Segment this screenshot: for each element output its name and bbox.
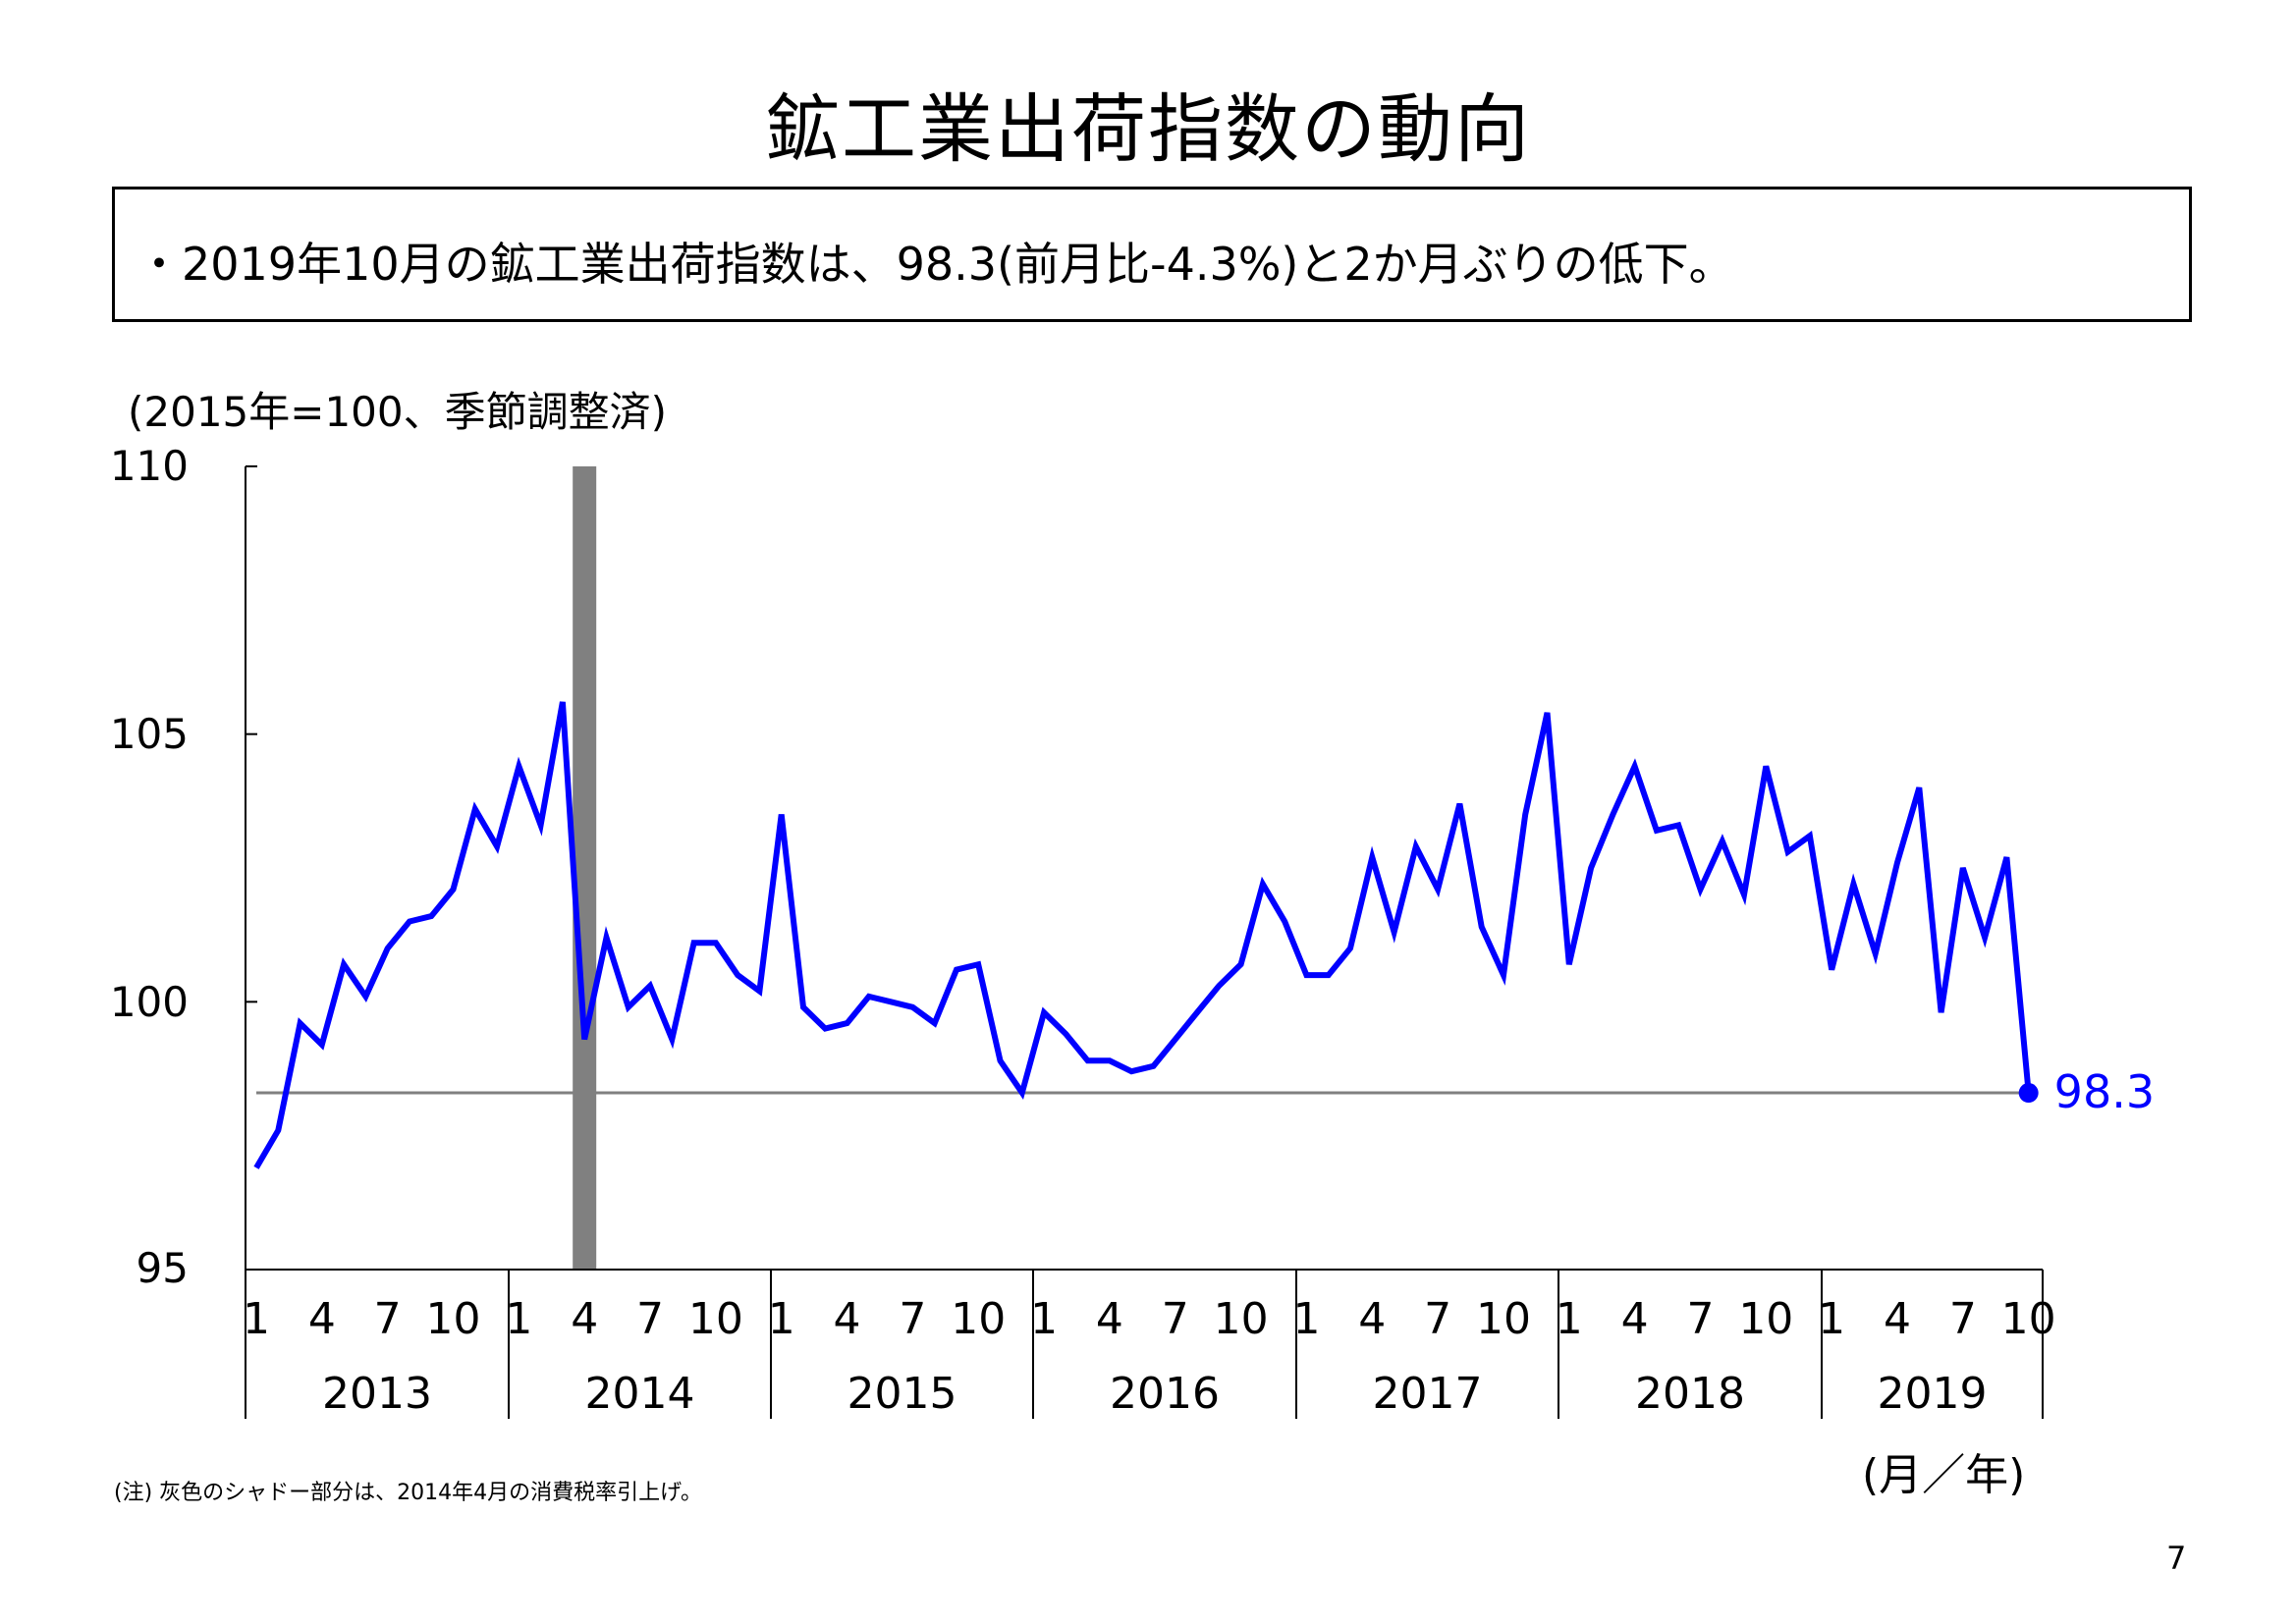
month-tick-label: 1 <box>243 1294 270 1344</box>
month-tick-label: 7 <box>1161 1294 1189 1344</box>
month-tick-label: 10 <box>687 1294 743 1344</box>
year-label: 2017 <box>1372 1369 1483 1419</box>
month-tick-label: 4 <box>307 1294 336 1344</box>
unit-label: (2015年=100、季節調整済) <box>128 388 668 436</box>
year-label: 2019 <box>1877 1369 1988 1419</box>
month-tick-label: 10 <box>1475 1294 1531 1344</box>
month-tick-label: 10 <box>951 1294 1007 1344</box>
summary-text: ・2019年10月の鉱工業出荷指数は、98.3(前月比-4.3%)と2か月ぶりの… <box>137 238 1734 291</box>
month-tick-label: 7 <box>373 1294 402 1344</box>
y-tick-label: 100 <box>109 978 189 1026</box>
month-tick-label: 1 <box>1818 1294 1846 1344</box>
year-label: 2013 <box>322 1369 432 1419</box>
month-tick-label: 10 <box>1213 1294 1269 1344</box>
month-tick-label: 7 <box>636 1294 665 1344</box>
year-label: 2016 <box>1110 1369 1220 1419</box>
month-tick-label: 4 <box>1620 1294 1649 1344</box>
y-tick-label: 95 <box>136 1244 189 1292</box>
month-tick-label: 10 <box>2000 1294 2056 1344</box>
last-point-marker <box>2018 1083 2039 1104</box>
page-number: 7 <box>2166 1540 2187 1577</box>
x-unit-label: (月／年) <box>1862 1450 2026 1500</box>
month-tick-label: 4 <box>1884 1294 1911 1344</box>
last-value-label: 98.3 <box>2053 1065 2156 1119</box>
month-tick-label: 1 <box>505 1294 533 1344</box>
year-label: 2015 <box>847 1369 957 1419</box>
year-label: 2018 <box>1635 1369 1745 1419</box>
month-tick-label: 7 <box>1686 1294 1715 1344</box>
month-tick-label: 1 <box>1292 1294 1321 1344</box>
month-tick-label: 7 <box>899 1294 927 1344</box>
month-tick-label: 1 <box>767 1294 795 1344</box>
year-label: 2014 <box>584 1369 695 1419</box>
month-tick-label: 4 <box>1095 1294 1123 1344</box>
month-tick-label: 10 <box>1738 1294 1794 1344</box>
month-tick-label: 4 <box>833 1294 861 1344</box>
series-line <box>253 701 2032 1169</box>
shaded-period <box>573 466 597 1270</box>
month-tick-label: 4 <box>1358 1294 1387 1344</box>
footnote: (注) 灰色のシャドー部分は、2014年4月の消費税率引上げ。 <box>114 1481 703 1505</box>
month-tick-label: 7 <box>1948 1294 1977 1344</box>
month-tick-label: 7 <box>1424 1294 1452 1344</box>
month-tick-label: 1 <box>1030 1294 1059 1344</box>
page-title: 鉱工業出荷指数の動向 <box>765 85 1531 173</box>
y-tick-label: 105 <box>109 710 189 758</box>
month-tick-label: 4 <box>571 1294 599 1344</box>
month-tick-label: 1 <box>1555 1294 1583 1344</box>
summary-box: ・2019年10月の鉱工業出荷指数は、98.3(前月比-4.3%)と2か月ぶりの… <box>112 187 2192 322</box>
month-tick-label: 10 <box>425 1294 481 1344</box>
y-tick-label: 110 <box>109 442 189 490</box>
